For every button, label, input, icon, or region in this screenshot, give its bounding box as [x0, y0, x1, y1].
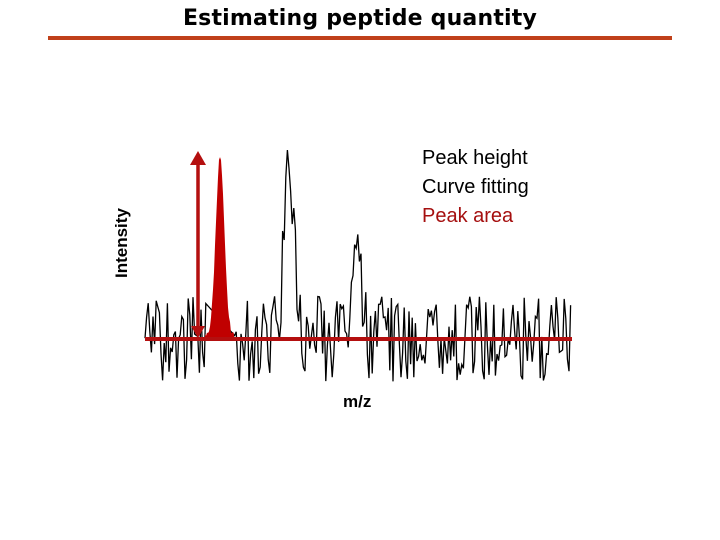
peak-height-arrow	[190, 151, 206, 338]
title-underline	[48, 36, 672, 40]
peak-area-fill	[205, 157, 234, 339]
x-axis-label: m/z	[343, 392, 372, 411]
method-peak-area: Peak area	[422, 205, 514, 227]
method-peak-height: Peak height	[422, 147, 528, 169]
spectrum-trace	[144, 149, 572, 382]
slide-title: Estimating peptide quantity	[182, 6, 538, 31]
y-axis-label: Intensity	[112, 208, 131, 278]
quantification-methods-list: Peak height Curve fitting Peak area	[422, 144, 529, 231]
method-curve-fitting: Curve fitting	[422, 176, 529, 198]
